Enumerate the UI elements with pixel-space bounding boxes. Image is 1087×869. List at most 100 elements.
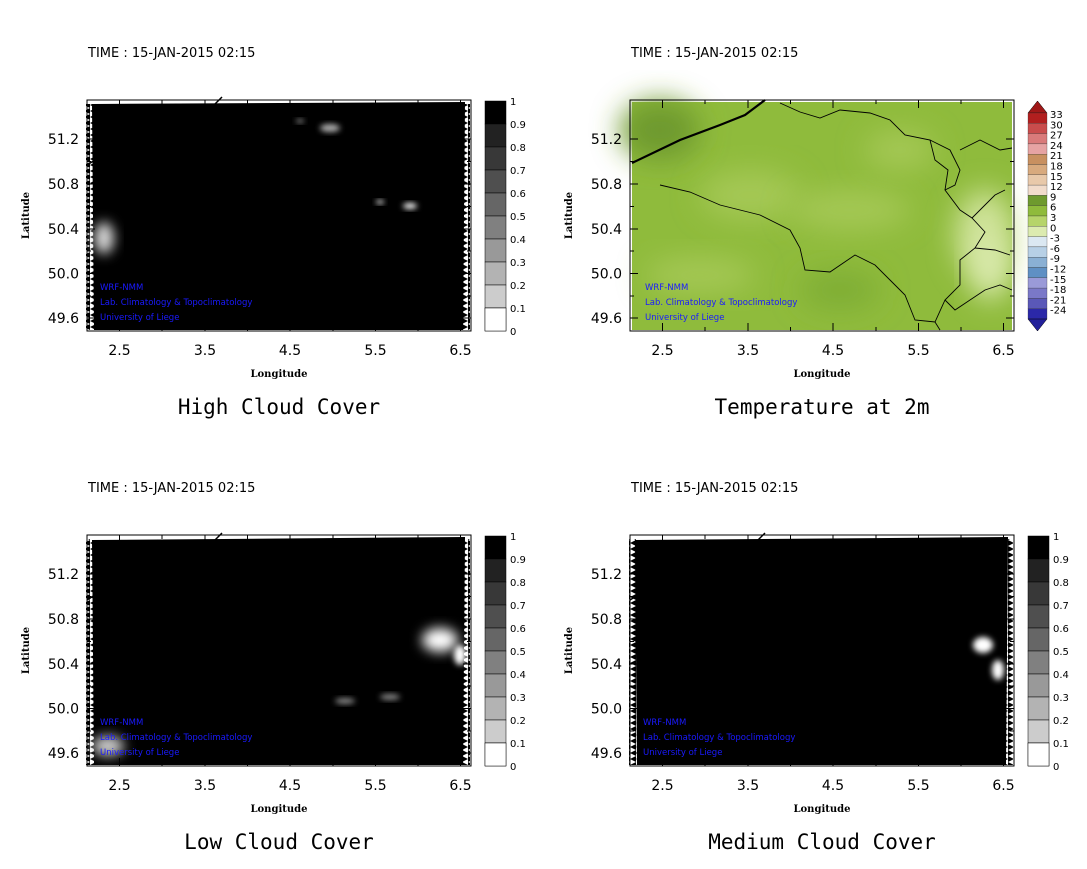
model-credit: WRF-NMM [100, 283, 143, 293]
map-frame [86, 534, 472, 767]
colorbar-swatch [1027, 195, 1048, 206]
x-axis-label: Longitude [250, 804, 307, 815]
cloud-patch [335, 698, 355, 704]
colorbar-label: 0 [1050, 223, 1056, 234]
colorbar-overflow [1027, 100, 1048, 114]
cloud-patch [376, 200, 384, 204]
colorbar-label: 0 [1053, 762, 1059, 773]
model-credit: University of Liege [643, 748, 722, 758]
colorbar-swatch [484, 558, 507, 583]
colorbar-label: -12 [1050, 265, 1066, 276]
cloud-patch [380, 694, 400, 700]
cloud-patch [992, 660, 1004, 680]
x-tick-label: 3.5 [737, 343, 759, 359]
model-credit: Lab. Climatology & Topoclimatology [645, 298, 797, 308]
panel-title: Low Cloud Cover [184, 830, 374, 854]
border-line [86, 159, 96, 166]
colorbar-swatch [1027, 257, 1048, 268]
colorbar-label: -24 [1050, 306, 1066, 317]
colorbar-swatch [1027, 267, 1048, 278]
colorbar-label: 0 [510, 762, 516, 773]
colorbar-swatch [1027, 143, 1048, 155]
y-tick-label: 50.4 [591, 222, 622, 238]
x-tick-label: 4.5 [822, 778, 844, 794]
colorbar-swatch [1027, 604, 1050, 629]
colorbar-label: 27 [1050, 131, 1063, 142]
colorbar-label: 24 [1050, 141, 1063, 152]
y-tick-label: 50.8 [591, 177, 622, 193]
colorbar-swatch [1027, 133, 1048, 145]
colorbar-swatch [1027, 277, 1048, 289]
colorbar-swatch [1027, 236, 1048, 248]
colorbar-swatch [1027, 558, 1050, 583]
colorbar: 33302724211815129630-3-6-9-12-15-18-21-2… [1027, 100, 1066, 332]
model-credit: University of Liege [645, 313, 724, 323]
colorbar-label: 0.3 [1053, 693, 1069, 704]
colorbar-label: 0.9 [510, 555, 526, 566]
time-label: TIME : 15-JAN-2015 02:15 [87, 46, 255, 61]
x-tick-label: 3.5 [194, 778, 216, 794]
colorbar: 1 0.9 0.8 0.7 0.6 0.5 0.4 0.3 0.2 0.1 0 [1027, 532, 1069, 773]
y-tick-label: 50.0 [48, 702, 79, 718]
temperature-field [620, 100, 1015, 330]
country-borders [659, 102, 1013, 331]
colorbar-label: 0.7 [510, 166, 526, 177]
y-tick-label: 50.0 [591, 267, 622, 283]
cloud-patch [320, 124, 340, 132]
model-credit: Lab. Climatology & Topoclimatology [643, 733, 795, 743]
model-credit: WRF-NMM [100, 718, 143, 728]
x-tick-label: 2.5 [651, 343, 673, 359]
y-tick-label: 50.4 [48, 657, 79, 673]
y-tick-label: 50.8 [48, 177, 79, 193]
cloud-patch [92, 736, 124, 756]
colorbar-swatch [1027, 205, 1048, 217]
model-credit: Lab. Climatology & Topoclimatology [100, 298, 252, 308]
colorbar-swatch [484, 261, 507, 286]
colorbar-label: 0.6 [510, 189, 526, 200]
colorbar-swatch [1027, 308, 1048, 320]
panel-title: Temperature at 2m [715, 395, 930, 419]
colorbar-label: 0.2 [510, 716, 526, 727]
colorbar-swatch [1027, 184, 1048, 196]
y-tick-label: 50.0 [591, 702, 622, 718]
colorbar-label: 0.5 [510, 647, 526, 658]
border-line [86, 594, 96, 601]
colorbar-label: 0.3 [510, 693, 526, 704]
border-line [757, 532, 766, 541]
colorbar-label: 0.6 [510, 624, 526, 635]
colorbar-swatch [1027, 112, 1048, 124]
x-tick-label: 6.5 [449, 343, 471, 359]
colorbar: 1 0.9 0.8 0.7 0.6 0.5 0.4 0.3 0.2 0.1 0 [484, 97, 526, 338]
colorbar-label: 21 [1050, 151, 1063, 162]
x-tick-label: 4.5 [279, 343, 301, 359]
colorbar-label: 0.2 [1053, 716, 1069, 727]
colorbar-swatch [1027, 719, 1050, 744]
colorbar: 1 0.9 0.8 0.7 0.6 0.5 0.4 0.3 0.2 0.1 0 [484, 532, 526, 773]
colorbar-swatch [484, 284, 507, 309]
colorbar-swatch [484, 307, 507, 332]
x-axis-label: Longitude [793, 369, 850, 380]
y-tick-label: 50.4 [48, 222, 79, 238]
colorbar-label: 0.1 [510, 304, 526, 315]
colorbar-label: 0.2 [510, 281, 526, 292]
colorbar-label: -6 [1050, 244, 1060, 255]
colorbar-swatch [1027, 174, 1048, 186]
y-tick-label: 50.8 [591, 612, 622, 628]
colorbar-label: 0.5 [1053, 647, 1069, 658]
colorbar-swatch [484, 535, 507, 560]
x-tick-label: 2.5 [108, 343, 130, 359]
y-tick-label: 49.6 [48, 746, 79, 762]
cloud-patch [973, 637, 993, 653]
model-credit: WRF-NMM [645, 283, 688, 293]
y-axis-label: Latitude [564, 192, 575, 239]
cloud-patch [94, 222, 114, 254]
colorbar-swatch [1027, 581, 1050, 606]
colorbar-label: 0.1 [1053, 739, 1069, 750]
colorbar-label: 1 [1053, 532, 1059, 543]
colorbar-swatch [484, 146, 507, 171]
colorbar-label: 0.8 [510, 578, 526, 589]
x-tick-label: 6.5 [992, 343, 1014, 359]
cloud-patch [422, 628, 458, 652]
colorbar-swatch [1027, 123, 1048, 134]
